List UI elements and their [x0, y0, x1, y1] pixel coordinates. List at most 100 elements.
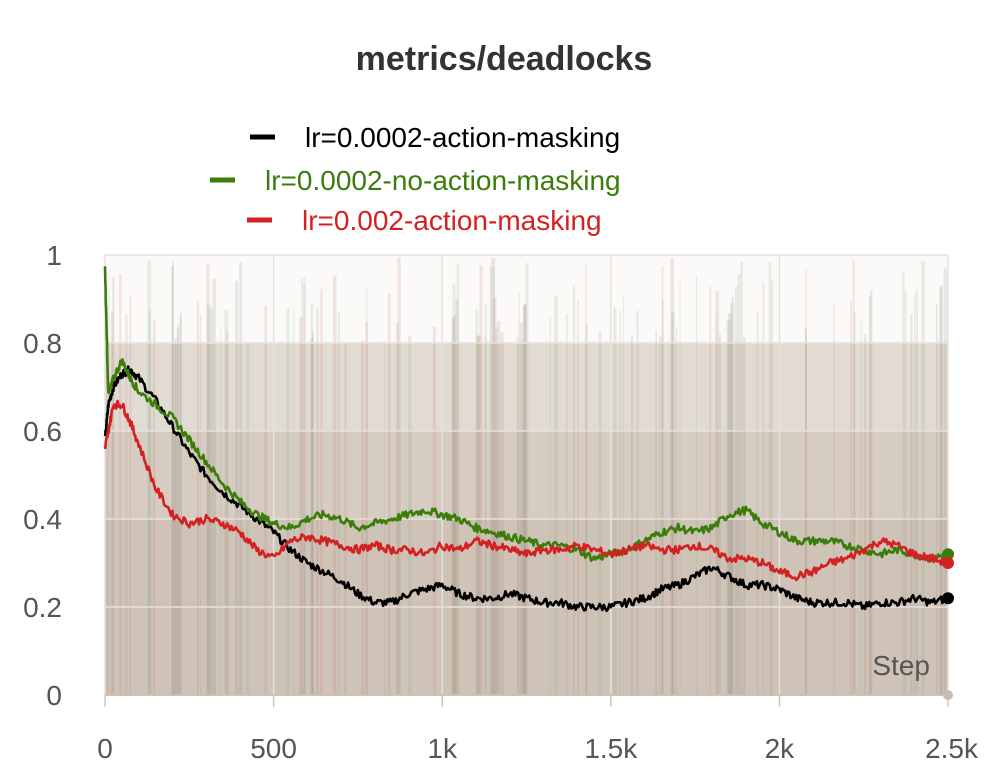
series-line-1 — [103, 266, 949, 563]
plot-background — [105, 255, 948, 695]
raw-data-streak — [176, 328, 180, 695]
raw-data-streak — [730, 302, 733, 695]
raw-data-streak — [661, 266, 664, 695]
raw-data-streak — [771, 280, 773, 695]
raw-data-streak — [110, 311, 114, 695]
raw-data-streak — [737, 274, 741, 695]
raw-data-streak — [196, 300, 200, 695]
raw-data-streak — [491, 257, 496, 695]
raw-data-streak — [523, 306, 526, 695]
raw-data-streak — [172, 261, 174, 695]
x-tick-label: 2k — [765, 733, 796, 764]
raw-data-streak — [452, 315, 457, 695]
raw-data-streak — [200, 314, 202, 695]
series-end-dot-0 — [942, 592, 954, 605]
raw-data-streak — [264, 306, 268, 695]
raw-data-streak — [521, 338, 524, 695]
raw-data-streak — [387, 294, 391, 695]
raw-data-streak — [361, 340, 365, 695]
raw-data-streak — [395, 322, 400, 695]
raw-data-streak — [493, 266, 495, 695]
raw-data-streak — [619, 309, 621, 695]
raw-data-streak — [152, 320, 156, 695]
series-line-2 — [103, 399, 949, 582]
raw-data-streak — [525, 263, 529, 695]
raw-data-streak — [833, 304, 835, 695]
raw-data-streak — [299, 316, 303, 695]
raw-data-streak — [718, 333, 722, 695]
raw-data-streak — [337, 312, 340, 695]
y-tick-label: 0 — [46, 680, 62, 711]
raw-data-streak — [112, 276, 115, 695]
raw-data-streak — [631, 335, 634, 695]
raw-data-streak — [613, 307, 617, 695]
raw-data-streak — [671, 318, 673, 695]
raw-data-streak — [397, 257, 401, 695]
raw-data-streak — [671, 311, 675, 695]
series-line-0 — [103, 365, 949, 613]
raw-data-streak — [451, 318, 455, 695]
raw-data-streak — [177, 324, 179, 695]
raw-data-streak — [519, 322, 523, 695]
raw-data-streak — [943, 268, 947, 695]
raw-data-streak — [119, 273, 122, 695]
raw-data-streak — [743, 337, 746, 695]
raw-data-streak — [303, 283, 305, 695]
raw-data-streak — [304, 277, 306, 695]
series-end-dot-2 — [942, 557, 954, 569]
raw-data-streak — [489, 266, 493, 695]
x-axis-end-dot — [943, 690, 953, 700]
raw-data-streak — [485, 304, 487, 695]
raw-data-streak — [108, 288, 110, 695]
x-tick-label: 500 — [250, 733, 297, 764]
raw-data-streak — [662, 299, 664, 695]
raw-data-streak — [476, 335, 481, 695]
raw-data-streak — [332, 275, 337, 695]
raw-data-streak — [383, 340, 385, 695]
raw-data-streak — [475, 309, 479, 695]
x-tick-label: 1k — [427, 733, 458, 764]
raw-data-streak — [636, 310, 639, 695]
raw-data-streak — [939, 287, 943, 695]
raw-data-streak — [522, 304, 527, 695]
raw-data-streak — [129, 295, 132, 695]
x-axis: 0 500 1k 1.5k 2k 2.5k — [97, 694, 979, 764]
raw-data-streak — [239, 262, 243, 695]
raw-data-streak — [492, 297, 497, 695]
raw-data-streak — [148, 310, 151, 695]
chart-title: metrics/deadlocks — [356, 40, 653, 78]
series-end-markers — [942, 548, 954, 700]
raw-data-streak — [455, 299, 459, 695]
raw-data-streak — [518, 293, 520, 695]
y-tick-label: 0.8 — [23, 328, 62, 359]
raw-data-streak — [224, 309, 229, 695]
raw-data-streak — [716, 314, 718, 695]
raw-data-streak — [622, 295, 624, 695]
raw-data-streak — [921, 261, 925, 695]
raw-data-streak — [516, 337, 519, 695]
raw-data-streak — [670, 258, 674, 695]
raw-data-streak — [852, 259, 855, 695]
raw-data-streak — [695, 275, 698, 695]
raw-data-streak — [209, 308, 213, 695]
raw-data-streak — [566, 313, 568, 695]
raw-data-streak — [235, 280, 239, 695]
legend: lr=0.0002-action-masking lr=0.0002-no-act… — [210, 122, 621, 236]
raw-data-streak — [171, 265, 174, 695]
raw-data-streak — [585, 324, 588, 695]
raw-data-streak — [310, 304, 314, 695]
raw-data-streak — [479, 265, 483, 695]
raw-data-streak — [147, 260, 152, 695]
series-end-dot-1 — [942, 548, 954, 561]
raw-data-streak — [850, 301, 852, 695]
raw-data-streak — [863, 333, 867, 695]
raw-data-streak — [870, 290, 873, 695]
raw-data-streak — [655, 331, 657, 695]
raw-data-streak — [577, 300, 579, 695]
raw-data-streak — [598, 331, 602, 695]
raw-data-streak — [476, 336, 480, 695]
raw-data-streak — [740, 261, 743, 695]
raw-data-streak — [731, 296, 735, 695]
y-axis: 0 0.2 0.4 0.6 0.8 1 — [23, 240, 62, 711]
